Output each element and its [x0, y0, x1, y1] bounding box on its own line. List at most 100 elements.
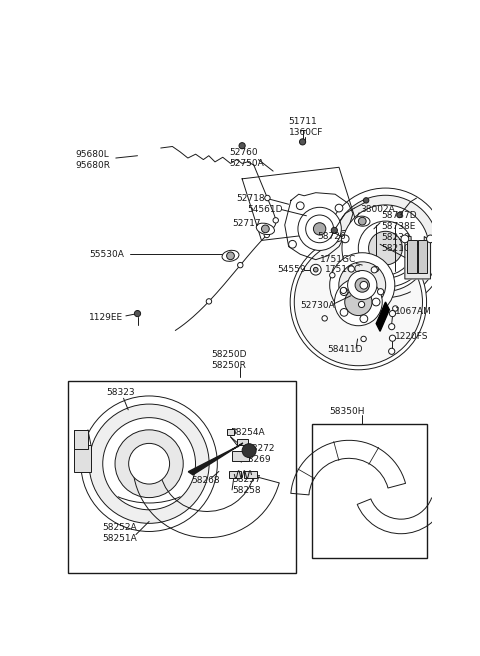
Text: 54561D: 54561D: [248, 205, 283, 214]
Polygon shape: [405, 237, 431, 279]
Circle shape: [239, 142, 245, 149]
Circle shape: [372, 298, 380, 306]
Circle shape: [340, 287, 347, 293]
Circle shape: [397, 213, 402, 218]
Circle shape: [371, 267, 377, 273]
Text: 58230
58210A: 58230 58210A: [382, 233, 416, 253]
Text: 95680L
95680R: 95680L 95680R: [75, 150, 110, 171]
Bar: [244, 472, 257, 478]
Circle shape: [332, 195, 439, 301]
Circle shape: [273, 218, 278, 223]
Circle shape: [306, 215, 334, 243]
Polygon shape: [376, 302, 389, 331]
Circle shape: [358, 221, 413, 275]
Text: 52760
52750A: 52760 52750A: [229, 148, 264, 168]
Circle shape: [330, 272, 335, 278]
Text: 58323: 58323: [107, 388, 135, 398]
Text: 1067AM: 1067AM: [395, 307, 432, 316]
Bar: [74, 445, 91, 472]
Circle shape: [264, 195, 270, 201]
Text: 58350H: 58350H: [330, 407, 365, 416]
Bar: [227, 429, 234, 435]
Text: 52717: 52717: [232, 219, 261, 228]
Circle shape: [341, 235, 349, 243]
Circle shape: [359, 217, 366, 225]
Text: 58252A
58251A: 58252A 58251A: [103, 523, 137, 543]
Circle shape: [322, 316, 327, 321]
Circle shape: [427, 235, 434, 243]
Circle shape: [262, 225, 269, 233]
Circle shape: [311, 264, 321, 275]
Bar: [232, 451, 249, 461]
Ellipse shape: [222, 251, 239, 261]
Text: 1751GC: 1751GC: [325, 265, 361, 274]
Circle shape: [389, 310, 396, 317]
Ellipse shape: [355, 216, 370, 226]
Circle shape: [238, 262, 243, 268]
Bar: [418, 240, 427, 273]
Circle shape: [298, 207, 341, 251]
Circle shape: [313, 268, 318, 272]
Circle shape: [335, 204, 343, 212]
Circle shape: [89, 404, 209, 523]
Text: 51711
1360CF: 51711 1360CF: [288, 117, 323, 137]
Circle shape: [359, 301, 365, 308]
Text: 58737D
58738E: 58737D 58738E: [382, 211, 417, 231]
Circle shape: [360, 281, 368, 289]
Circle shape: [300, 139, 306, 145]
Circle shape: [206, 298, 212, 304]
Circle shape: [242, 443, 256, 458]
Text: 58269: 58269: [242, 455, 271, 464]
Circle shape: [348, 266, 354, 272]
Circle shape: [340, 288, 348, 295]
Text: 1129EE: 1129EE: [89, 313, 123, 322]
Circle shape: [369, 232, 402, 265]
Circle shape: [264, 232, 270, 237]
Text: 55530A: 55530A: [89, 250, 124, 258]
Text: 38002A: 38002A: [360, 205, 396, 214]
Circle shape: [340, 308, 348, 316]
Circle shape: [348, 270, 377, 300]
Circle shape: [373, 266, 379, 272]
Circle shape: [103, 418, 195, 510]
Circle shape: [290, 234, 427, 370]
Bar: [312, 424, 427, 558]
Polygon shape: [188, 443, 243, 475]
Bar: [68, 380, 296, 573]
Circle shape: [377, 289, 384, 295]
Circle shape: [331, 228, 337, 234]
Circle shape: [325, 188, 446, 308]
Circle shape: [345, 289, 372, 316]
Circle shape: [389, 323, 395, 330]
Circle shape: [296, 202, 304, 210]
Text: 58250D
58250R: 58250D 58250R: [211, 350, 247, 370]
Text: 1751GC: 1751GC: [320, 255, 356, 264]
Circle shape: [294, 238, 422, 365]
Bar: [237, 439, 248, 445]
Bar: [74, 430, 88, 449]
Circle shape: [335, 278, 382, 326]
Text: 58254A: 58254A: [230, 428, 265, 438]
Text: 52730A: 52730A: [300, 301, 335, 310]
Circle shape: [389, 335, 396, 341]
Circle shape: [330, 253, 395, 318]
Circle shape: [360, 315, 368, 323]
Circle shape: [355, 278, 370, 292]
Bar: [407, 240, 417, 273]
Circle shape: [81, 396, 217, 531]
Text: 58726: 58726: [317, 232, 346, 241]
Circle shape: [134, 310, 141, 317]
Text: 52718: 52718: [237, 194, 265, 203]
Circle shape: [342, 205, 429, 291]
Text: 1220FS: 1220FS: [395, 332, 428, 341]
Circle shape: [339, 262, 386, 308]
Circle shape: [129, 443, 169, 484]
Circle shape: [401, 235, 409, 243]
Text: 58257
58258: 58257 58258: [232, 475, 261, 495]
Ellipse shape: [256, 223, 275, 235]
Circle shape: [361, 337, 366, 342]
Text: 58411D: 58411D: [327, 345, 363, 354]
Text: 58268: 58268: [192, 476, 220, 485]
Circle shape: [227, 252, 234, 260]
Circle shape: [115, 430, 183, 498]
